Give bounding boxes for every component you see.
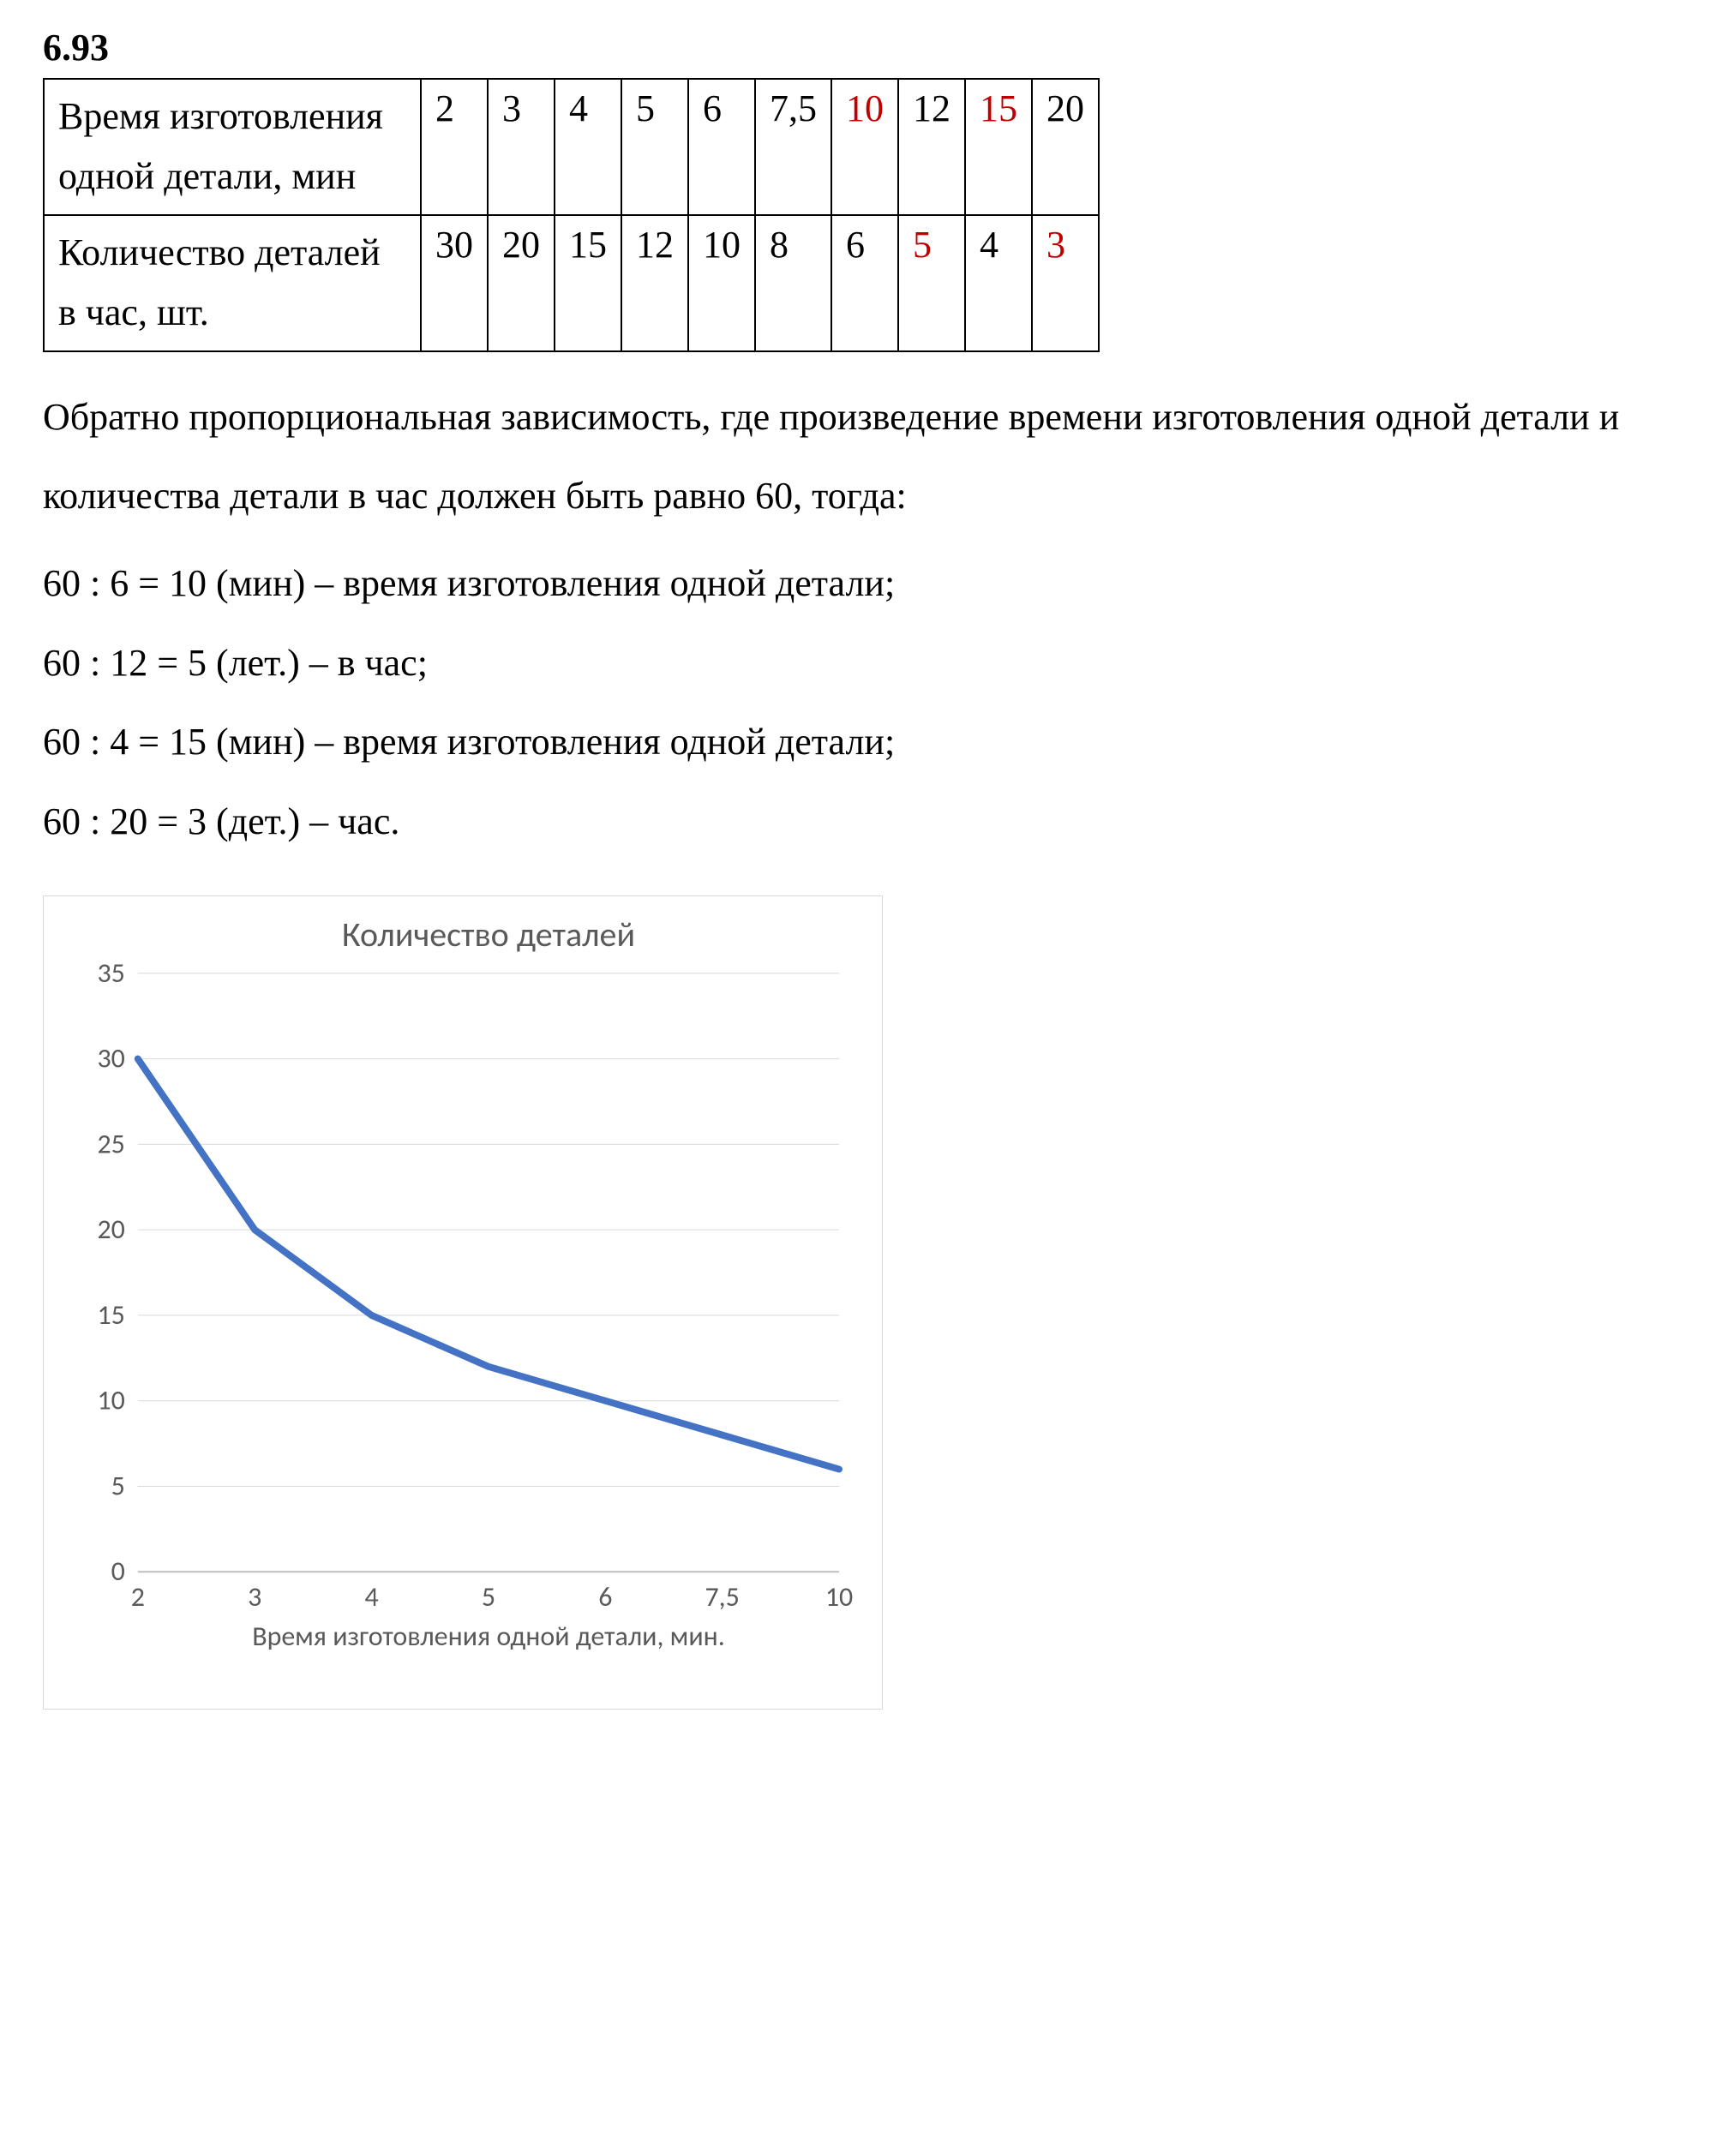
table-cell-qty: 4 [965,215,1032,351]
data-table: Время изготовления одной детали, мин 234… [43,78,1100,352]
table-cell-time: 12 [898,79,965,215]
table-row-qty: Количество деталей в час, шт. 3020151210… [44,215,1099,351]
svg-text:3: 3 [248,1580,261,1614]
table-cell-time: 20 [1032,79,1099,215]
row-label-qty: Количество деталей в час, шт. [44,215,421,351]
table-cell-time: 15 [965,79,1032,215]
table-cell-time: 6 [688,79,755,215]
problem-number: 6.93 [43,26,1690,69]
svg-text:0: 0 [111,1554,125,1588]
table-cell-qty: 3 [1032,215,1099,351]
svg-text:10: 10 [97,1384,124,1417]
row-label-time: Время изготовления одной детали, мин [44,79,421,215]
svg-text:6: 6 [598,1580,612,1614]
table-row-time: Время изготовления одной детали, мин 234… [44,79,1099,215]
table-cell-time: 3 [488,79,555,215]
calc-line: 60 : 20 = 3 (дет.) – час. [43,782,1690,861]
svg-text:5: 5 [482,1580,495,1614]
svg-text:5: 5 [111,1469,125,1502]
svg-text:30: 30 [97,1041,124,1075]
table-cell-qty: 20 [488,215,555,351]
svg-text:25: 25 [97,1127,124,1160]
table-cell-time: 2 [421,79,488,215]
svg-text:10: 10 [825,1580,853,1614]
chart-container: Количество деталей 0 5 10 15 20 25 30 35 2 3 4 5 6 7,… [43,895,883,1710]
svg-text:20: 20 [97,1213,124,1246]
table-cell-time: 7,5 [755,79,831,215]
table-cell-time: 10 [831,79,898,215]
table-cell-time: 4 [555,79,621,215]
table-cell-qty: 15 [555,215,621,351]
svg-text:15: 15 [97,1298,124,1332]
calc-line: 60 : 4 = 15 (мин) – время изготовления о… [43,703,1690,782]
chart-title: Количество деталей [121,913,856,955]
table-cell-qty: 30 [421,215,488,351]
svg-text:4: 4 [364,1580,378,1614]
calc-line: 60 : 6 = 10 (мин) – время изготовления о… [43,544,1690,623]
svg-text:35: 35 [97,964,124,990]
chart-svg: 0 5 10 15 20 25 30 35 2 3 4 5 6 7,5 10 [69,964,856,1615]
table-cell-qty: 12 [621,215,688,351]
table-cell-qty: 5 [898,215,965,351]
table-cell-qty: 6 [831,215,898,351]
svg-text:7,5: 7,5 [705,1580,740,1614]
table-cell-qty: 8 [755,215,831,351]
svg-text:2: 2 [131,1580,145,1614]
explanation-text: Обратно пропорциональная зависимость, гд… [43,378,1690,536]
table-cell-time: 5 [621,79,688,215]
chart-x-axis-label: Время изготовления одной детали, мин. [121,1620,856,1653]
table-cell-qty: 10 [688,215,755,351]
chart-plot-area: 0 5 10 15 20 25 30 35 2 3 4 5 6 7,5 10 [69,964,856,1615]
calc-line: 60 : 12 = 5 (лет.) – в час; [43,624,1690,703]
